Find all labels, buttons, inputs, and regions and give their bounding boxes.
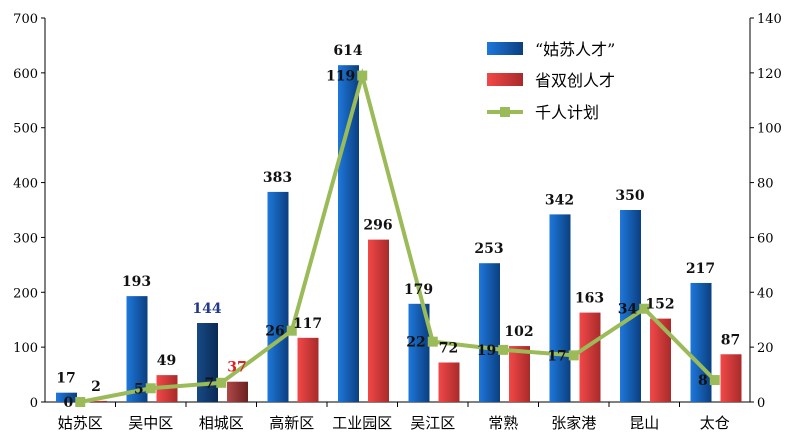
data-label-qianren: 0 [64,395,74,411]
data-label-qianren: 17 [547,348,566,364]
bar-shengshuangchuang [86,400,107,402]
point-qianren [145,383,156,394]
bar-shengshuangchuang [579,312,601,402]
data-label-gusu: 383 [263,170,292,186]
line-qianren [79,67,717,404]
bar-shengshuangchuang [297,337,319,402]
bar-shengshuangchuang [368,239,389,402]
left-tick-label: 200 [13,286,38,301]
data-label-qianren: 34 [618,302,638,318]
bar-shengshuangchuang [720,354,742,402]
left-tick-label: 700 [13,12,38,27]
data-label-gusu: 217 [686,261,715,277]
point-qianren [568,350,579,361]
data-label-qianren: 19 [477,343,496,359]
data-label-shengshuangchuang: 37 [227,360,246,376]
bar-gusu [56,392,77,402]
data-label-gusu: 179 [404,282,433,298]
right-tick-label: 120 [757,67,782,82]
category-label: 工业园区 [332,414,392,432]
point-qianren [639,303,650,314]
category-label: 太仓 [700,414,730,432]
legend-label-qianren: 千人计划 [535,103,599,122]
right-tick-label: 0 [757,396,765,411]
legend-marker-qianren [500,107,510,117]
left-tick-label: 300 [13,231,38,246]
legend-label-shengshuangchuang: 省双创人才 [535,71,615,90]
data-label-shengshuangchuang: 296 [363,218,392,234]
bar-gusu [549,214,571,402]
data-label-gusu: 17 [56,371,75,387]
category-label: 相城区 [199,414,244,432]
right-tick-label: 140 [757,12,782,27]
legend-swatch-gusu [487,42,523,55]
data-label-shengshuangchuang: 49 [157,353,176,369]
data-label-shengshuangchuang: 2 [91,379,101,395]
legend-label-gusu: “姑苏人才” [535,40,615,59]
right-tick-label: 100 [757,122,782,137]
category-label: 昆山 [629,414,659,432]
right-tick-label: 80 [757,177,774,192]
point-qianren [427,336,438,347]
category-label: 张家港 [551,414,596,432]
point-qianren [286,325,297,336]
right-tick-label: 20 [757,341,774,356]
point-qianren [357,70,368,81]
data-label-shengshuangchuang: 152 [645,297,674,313]
data-label-qianren: 119 [326,69,355,85]
data-label-gusu: 253 [474,241,503,257]
bar-shengshuangchuang [438,362,460,402]
data-label-gusu: 144 [192,301,221,317]
left-tick-label: 100 [13,341,38,356]
bar-shengshuangchuang [227,381,248,402]
bar-gusu [338,65,359,403]
data-label-shengshuangchuang: 163 [575,291,604,307]
data-label-qianren: 22 [406,335,425,351]
data-label-qianren: 8 [698,373,708,389]
category-label: 吴江区 [410,414,455,432]
category-label: 常熟 [488,414,518,432]
category-label: 吴中区 [128,414,173,432]
bar-shengshuangchuang [650,318,671,402]
left-tick-label: 400 [13,177,38,192]
data-label-qianren: 7 [205,376,215,392]
point-qianren [498,344,509,355]
bar-gusu [620,210,641,402]
data-label-gusu: 193 [122,274,151,290]
bar-gusu [408,303,430,402]
data-label-gusu: 350 [615,188,644,204]
right-tick-label: 60 [757,231,774,246]
bar-gusu [267,191,289,402]
bar-gusu [126,296,148,402]
data-label-shengshuangchuang: 72 [439,341,458,357]
data-label-shengshuangchuang: 102 [504,324,533,340]
bar-shengshuangchuang [509,346,530,402]
point-qianren [709,375,720,386]
point-qianren [216,377,227,388]
data-label-shengshuangchuang: 117 [293,316,322,332]
data-label-shengshuangchuang: 87 [721,332,740,348]
legend-swatch-shengshuangchuang [487,73,523,86]
right-tick-label: 40 [757,286,774,301]
left-tick-label: 600 [13,67,38,82]
point-qianren [75,397,86,407]
data-label-gusu: 342 [545,192,574,208]
left-tick-label: 500 [13,122,38,137]
data-label-qianren: 26 [265,324,284,340]
data-label-qianren: 5 [134,381,144,397]
data-label-gusu: 614 [333,43,362,59]
category-label: 高新区 [269,414,314,432]
left-tick-label: 0 [30,396,38,411]
legend: “姑苏人才” 省双创人才 千人计划 [487,40,615,122]
category-label: 姑苏区 [58,414,103,432]
bar-gusu [479,263,500,402]
